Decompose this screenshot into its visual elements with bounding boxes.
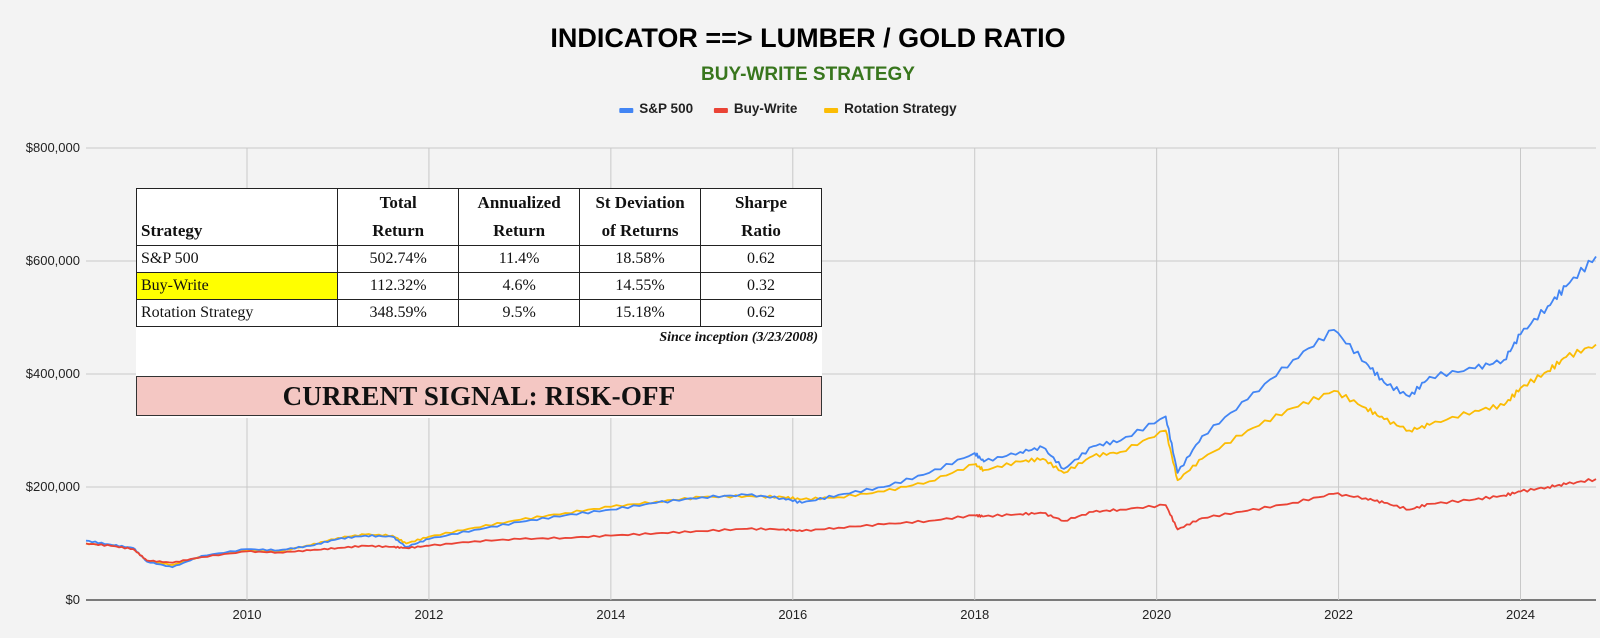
legend-label: Rotation Strategy (844, 101, 957, 116)
stats-panel: Strategy Total Return Annualized Return St… (135, 188, 822, 418)
std-dev-cell: 14.55% (579, 272, 702, 300)
legend: S&P 500 Buy-Write Rotation Strategy (619, 101, 957, 116)
x-tick-label: 2024 (1506, 607, 1535, 622)
std-dev-cell: 18.58% (579, 245, 702, 273)
x-axis-ticks: 2010 2012 2014 2016 2018 2020 2022 2024 (233, 607, 1535, 622)
legend-item: Rotation Strategy (824, 101, 957, 116)
annualized-return-cell: 11.4% (458, 245, 581, 273)
header-total-return: Total Return (337, 188, 460, 246)
total-return-cell: 112.32% (337, 272, 460, 300)
sharpe-cell: 0.62 (700, 299, 822, 327)
sharpe-cell: 0.32 (700, 272, 822, 300)
row-label: Rotation Strategy (135, 299, 339, 327)
since-inception-note: Since inception (3/23/2008) (659, 330, 818, 345)
y-tick-label: $800,000 (26, 140, 80, 155)
x-tick-label: 2012 (414, 607, 443, 622)
chart-subtitle: BUY-WRITE STRATEGY (701, 64, 915, 85)
legend-label: S&P 500 (639, 101, 693, 116)
x-tick-label: 2010 (233, 607, 262, 622)
total-return-cell: 348.59% (337, 299, 460, 327)
stats-table: Strategy Total Return Annualized Return St… (135, 188, 822, 327)
x-tick-label: 2014 (596, 607, 625, 622)
x-tick-label: 2016 (778, 607, 807, 622)
legend-swatch (824, 108, 839, 113)
x-tick-label: 2020 (1142, 607, 1171, 622)
table-row-sp500: S&P 500 502.74% 11.4% 18.58% 0.62 (135, 245, 822, 273)
series-line-s-p-500 (85, 256, 1597, 569)
legend-item: Buy-Write (713, 101, 798, 116)
row-label-highlighted: Buy-Write (135, 272, 339, 300)
row-label: S&P 500 (135, 245, 339, 273)
table-row-buy-write: Buy-Write 112.32% 4.6% 14.55% 0.32 (135, 272, 822, 300)
total-return-cell: 502.74% (337, 245, 460, 273)
header-strategy: Strategy (135, 188, 339, 246)
series-lines (85, 256, 1597, 569)
y-tick-label: $0 (66, 592, 80, 607)
std-dev-cell: 15.18% (579, 299, 702, 327)
table-row-rotation: Rotation Strategy 348.59% 9.5% 15.18% 0.… (135, 299, 822, 327)
annualized-return-cell: 4.6% (458, 272, 581, 300)
header-annualized-return: Annualized Return (458, 188, 581, 246)
sharpe-cell: 0.62 (700, 245, 822, 273)
stats-header-row: Strategy Total Return Annualized Return St… (135, 188, 822, 246)
x-tick-label: 2018 (960, 607, 989, 622)
x-tick-label: 2022 (1324, 607, 1353, 622)
legend-item: S&P 500 (619, 101, 693, 116)
current-signal-banner: CURRENT SIGNAL: RISK-OFF (136, 376, 822, 416)
y-axis-ticks: $0 $200,000 $400,000 $600,000 $800,000 (26, 140, 80, 607)
chart-title: INDICATOR ==> LUMBER / GOLD RATIO (550, 23, 1065, 53)
y-tick-label: $200,000 (26, 479, 80, 494)
legend-label: Buy-Write (734, 101, 798, 116)
series-line-buy-write (85, 478, 1597, 564)
y-tick-label: $400,000 (26, 366, 80, 381)
header-std-dev: St Deviation of Returns (579, 188, 702, 246)
annualized-return-cell: 9.5% (458, 299, 581, 327)
legend-swatch (713, 108, 728, 113)
header-sharpe: Sharpe Ratio (700, 188, 822, 246)
y-tick-label: $600,000 (26, 253, 80, 268)
legend-swatch (619, 108, 634, 113)
